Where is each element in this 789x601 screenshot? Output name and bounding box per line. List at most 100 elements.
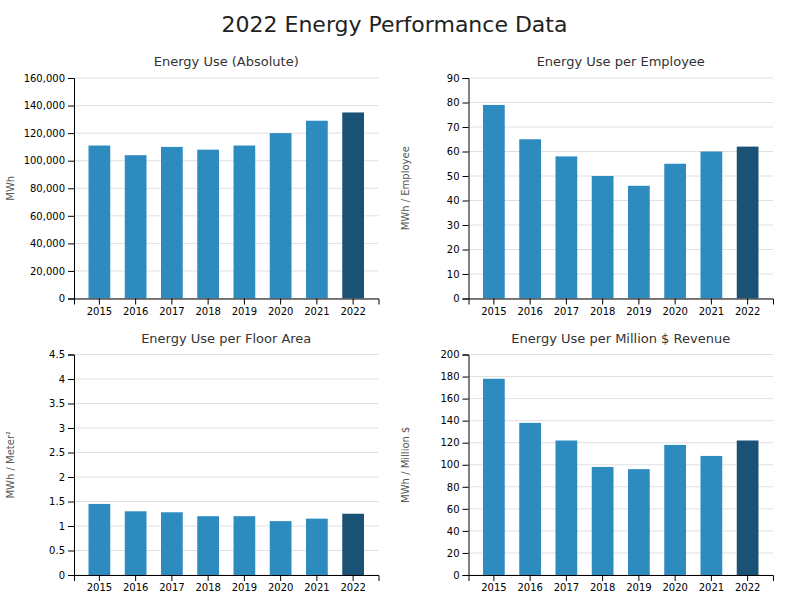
x-tick-label: 2017 <box>554 306 579 317</box>
x-tick-mark <box>638 575 639 581</box>
y-tick: 70 <box>447 122 469 133</box>
y-tick-label: 10 <box>447 269 460 280</box>
bar <box>628 186 650 299</box>
grid-line <box>74 133 379 134</box>
y-tick-mark <box>68 106 74 107</box>
y-tick-mark <box>68 188 74 189</box>
x-tick-label: 2018 <box>195 306 220 317</box>
y-tick-label: 4 <box>59 374 65 385</box>
x-tick: 2016 <box>517 575 542 593</box>
bar <box>89 146 111 299</box>
x-tick-mark <box>316 299 317 305</box>
bar <box>556 440 578 575</box>
x-tick-label: 2018 <box>195 582 220 593</box>
bar <box>556 156 578 298</box>
y-tick-mark <box>463 103 469 104</box>
y-tick: 4 <box>59 374 74 385</box>
y-tick: 2.5 <box>49 447 74 458</box>
x-tick-mark <box>711 299 712 305</box>
x-tick-label: 2017 <box>159 306 184 317</box>
x-tick-mark <box>675 575 676 581</box>
x-tick-mark <box>244 575 245 581</box>
grid-line <box>469 200 774 201</box>
bar <box>197 516 219 575</box>
x-tick-mark <box>675 299 676 305</box>
grid-line <box>74 379 379 380</box>
grid-line <box>74 501 379 502</box>
x-tick-label: 2015 <box>481 582 506 593</box>
x-tick-mark <box>566 575 567 581</box>
chart-title: Energy Use (Absolute) <box>154 54 299 69</box>
y-tick: 120,000 <box>24 128 74 139</box>
bar <box>737 147 759 299</box>
chart-title: Energy Use per Million $ Revenue <box>511 331 730 346</box>
x-tick-mark <box>171 575 172 581</box>
y-axis-line <box>463 355 470 576</box>
y-tick-label: 90 <box>447 73 460 84</box>
x-tick-mark <box>280 575 281 581</box>
y-tick: 160 <box>440 393 468 404</box>
x-tick-mark <box>602 575 603 581</box>
y-tick-label: 3 <box>59 423 65 434</box>
grid-line <box>74 428 379 429</box>
y-tick-mark <box>68 78 74 79</box>
x-tick-mark <box>208 299 209 305</box>
grid-line <box>469 78 774 79</box>
grid-line <box>74 403 379 404</box>
bar <box>592 467 614 575</box>
y-tick-label: 100,000 <box>24 155 65 166</box>
grid-line <box>469 102 774 103</box>
y-tick-label: 0 <box>59 293 65 304</box>
bar <box>701 152 723 299</box>
x-tick: 2015 <box>481 575 506 593</box>
grid-line <box>74 215 379 216</box>
x-tick: 2021 <box>699 575 724 593</box>
x-tick-label: 2022 <box>735 306 760 317</box>
y-tick: 40 <box>447 195 469 206</box>
x-tick-mark <box>244 299 245 305</box>
y-axis-line <box>463 79 470 300</box>
y-tick-label: 2.5 <box>49 447 65 458</box>
y-tick: 0 <box>453 570 468 581</box>
y-axis-title: MWh <box>5 176 16 201</box>
chart-title: Energy Use per Employee <box>537 54 705 69</box>
grid-line <box>74 477 379 478</box>
bar <box>125 155 147 298</box>
y-tick-label: 0 <box>59 570 65 581</box>
y-tick: 50 <box>447 171 469 182</box>
y-tick-mark <box>68 271 74 272</box>
y-tick: 140 <box>440 415 468 426</box>
x-tick-label: 2018 <box>590 306 615 317</box>
x-tick: 2020 <box>662 299 687 317</box>
figure-title: 2022 Energy Performance Data <box>222 12 568 37</box>
y-tick-mark <box>463 465 469 466</box>
x-tick: 2017 <box>159 575 184 593</box>
x-tick-label: 2019 <box>626 582 651 593</box>
x-tick-label: 2015 <box>87 582 112 593</box>
bar <box>306 519 328 575</box>
grid <box>74 78 379 299</box>
x-tick-label: 2017 <box>159 582 184 593</box>
x-tick-label: 2019 <box>626 306 651 317</box>
y-tick: 20,000 <box>30 266 74 277</box>
y-tick-mark <box>68 379 74 380</box>
y-tick: 3.5 <box>49 398 74 409</box>
x-tick: 2018 <box>590 575 615 593</box>
bar <box>125 511 147 575</box>
y-tick-label: 50 <box>447 171 460 182</box>
grid-line <box>74 526 379 527</box>
y-tick: 0 <box>59 293 74 304</box>
bar <box>664 445 686 575</box>
y-tick-label: 140 <box>440 415 459 426</box>
x-tick-label: 2022 <box>735 582 760 593</box>
y-tick: 60,000 <box>30 211 74 222</box>
y-tick-label: 70 <box>447 122 460 133</box>
y-tick: 4.5 <box>49 349 74 360</box>
y-tick-mark <box>68 216 74 217</box>
y-tick: 80,000 <box>30 183 74 194</box>
x-tick-mark <box>711 575 712 581</box>
y-tick-mark <box>68 243 74 244</box>
x-tick: 2017 <box>159 299 184 317</box>
y-tick: 100 <box>440 459 468 470</box>
y-tick-mark <box>68 526 74 527</box>
